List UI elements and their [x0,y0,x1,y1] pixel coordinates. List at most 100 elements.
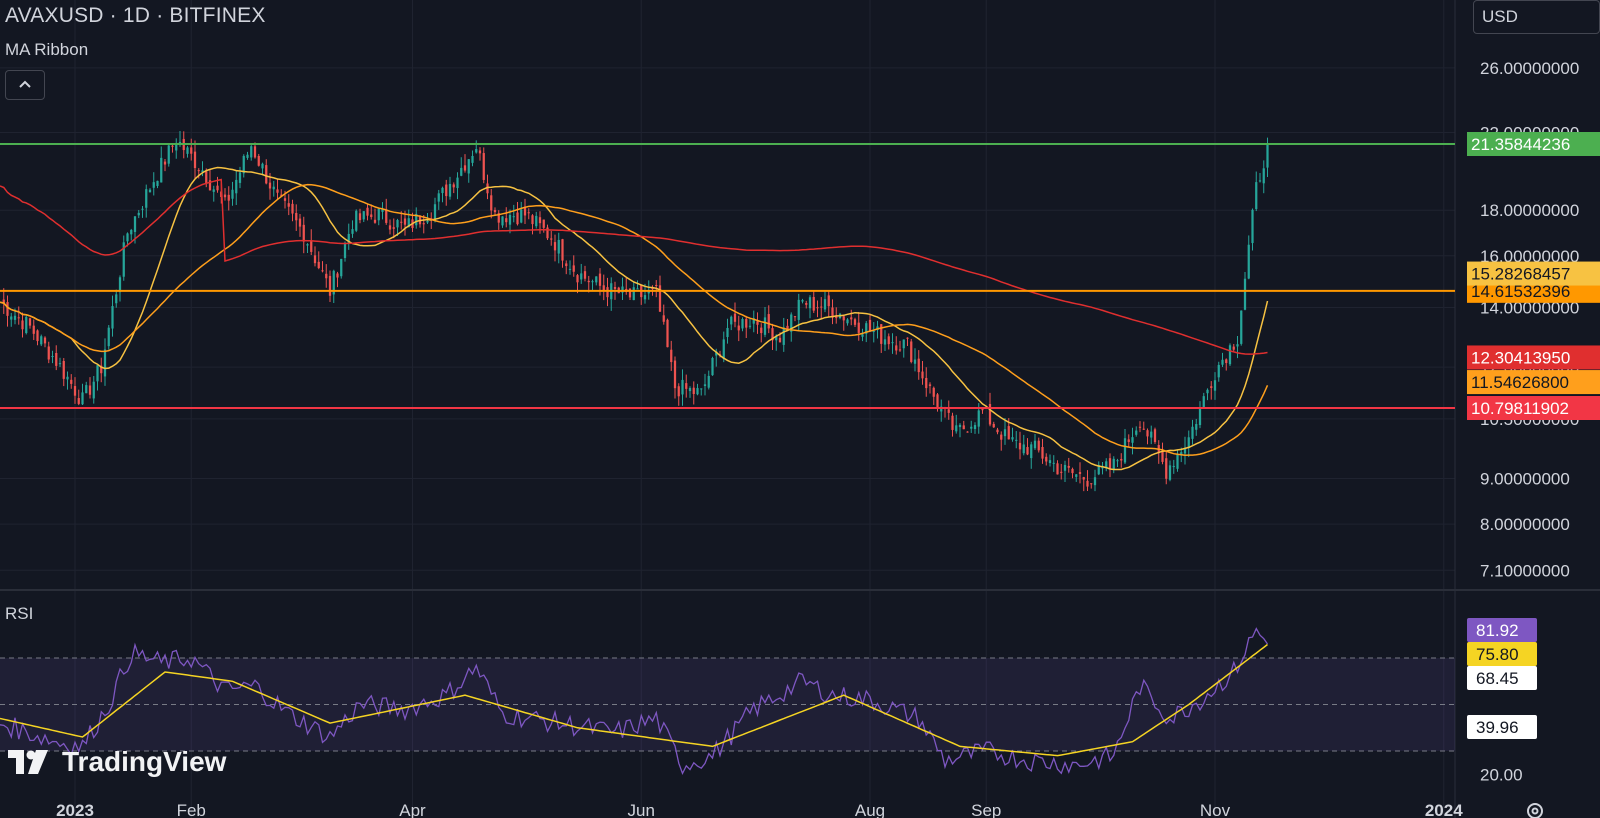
candle-body [722,339,725,359]
candle-body [546,227,549,239]
candle-body [328,275,332,296]
candle-body [981,409,984,411]
candle-body [733,313,737,322]
candle-body [940,406,943,412]
candle-body [51,356,54,358]
price-line-tag-text: 21.35844236 [1471,135,1570,154]
currency-select[interactable]: USD [1473,0,1600,34]
candle-body [77,398,80,404]
candle-body [32,325,35,334]
candle-body [302,224,305,242]
candle-body [913,359,917,364]
collapse-legend-button[interactable] [5,70,45,100]
candle-body [265,165,268,184]
ma-ribbon [0,166,1269,471]
candle-body [583,271,587,279]
candle-body [977,410,980,427]
candle-body [332,270,335,295]
candle-body [651,288,654,290]
candle-body [1221,359,1224,365]
ma-price-tag: 15.28268457 [1467,261,1600,286]
candle-body [250,146,253,158]
candle-body [883,339,887,345]
candle-body [186,147,189,154]
candle-body [808,297,812,309]
candle-body [407,218,410,228]
candle-body [932,387,935,397]
candle-body [741,318,744,329]
candle-body [966,431,969,433]
candle-body [898,349,902,351]
candle-body [163,161,167,165]
candle-body [1138,426,1142,428]
candle-body [917,358,920,373]
candle-body [1033,440,1037,449]
rsi-value-tag-text: 39.96 [1476,718,1519,737]
candle-body [1217,364,1220,378]
candle-body [996,429,999,433]
candle-body [958,424,962,428]
candle-body [1183,448,1187,454]
candle-body [373,219,377,223]
ma-price-tag: 12.30413950 [1467,345,1600,370]
candle-body [658,285,662,312]
candle-body [433,204,437,221]
candle-body [505,218,508,223]
candle-body [988,404,992,425]
candle-body [587,280,590,283]
candle-body [568,268,572,270]
candle-body [1172,465,1175,468]
candle-body [1045,456,1048,462]
candle-body [752,318,755,324]
candle-body [193,151,197,169]
candle-body [160,157,163,183]
candle-body [325,273,328,279]
candles [2,131,1269,492]
candle-body [1123,438,1127,463]
candle-body [298,218,302,227]
candle-body [561,239,564,261]
ma-price-tag-bg [1467,261,1600,286]
candle-body [1146,430,1149,437]
candle-body [242,155,245,174]
candle-body [745,318,748,328]
candle-body [906,337,909,339]
candle-body [261,163,264,169]
rsi-value-tag-text: 81.92 [1476,621,1519,640]
indicator-label[interactable]: MA Ribbon [5,40,89,59]
rsi-value-tag: 75.80 [1467,642,1537,666]
candle-body [535,215,538,227]
candle-body [520,209,523,223]
candle-body [936,394,939,409]
settings-button[interactable] [1524,800,1546,818]
candle-body [343,242,347,258]
candle-body [591,281,594,283]
candle-body [201,170,204,173]
price-tick-label: 26.00000000 [1480,59,1579,78]
candle-body [377,208,380,221]
candle-body [670,349,673,363]
candle-body [685,383,688,389]
candle-body [801,300,804,302]
candle-body [632,287,635,301]
candle-body [580,273,583,280]
candle-body [655,284,658,286]
candle-body [647,290,650,294]
candle-body [887,336,890,345]
candle-body [1120,458,1123,461]
price-line-tag-text: 10.79811902 [1471,399,1569,418]
candle-body [362,211,365,220]
candle-body [385,209,388,223]
candle-body [1112,458,1115,470]
candle-body [621,286,624,293]
rsi-title[interactable]: RSI [5,604,34,623]
candle-body [842,316,845,321]
candle-body [1022,444,1025,454]
candle-body [448,183,452,197]
symbol-title[interactable]: AVAXUSD · 1D · BITFINEX [5,4,266,27]
candle-body [1071,468,1074,474]
candle-body [403,218,407,225]
candle-body [606,287,609,298]
price-line-tag: 10.79811902 [1467,396,1600,420]
